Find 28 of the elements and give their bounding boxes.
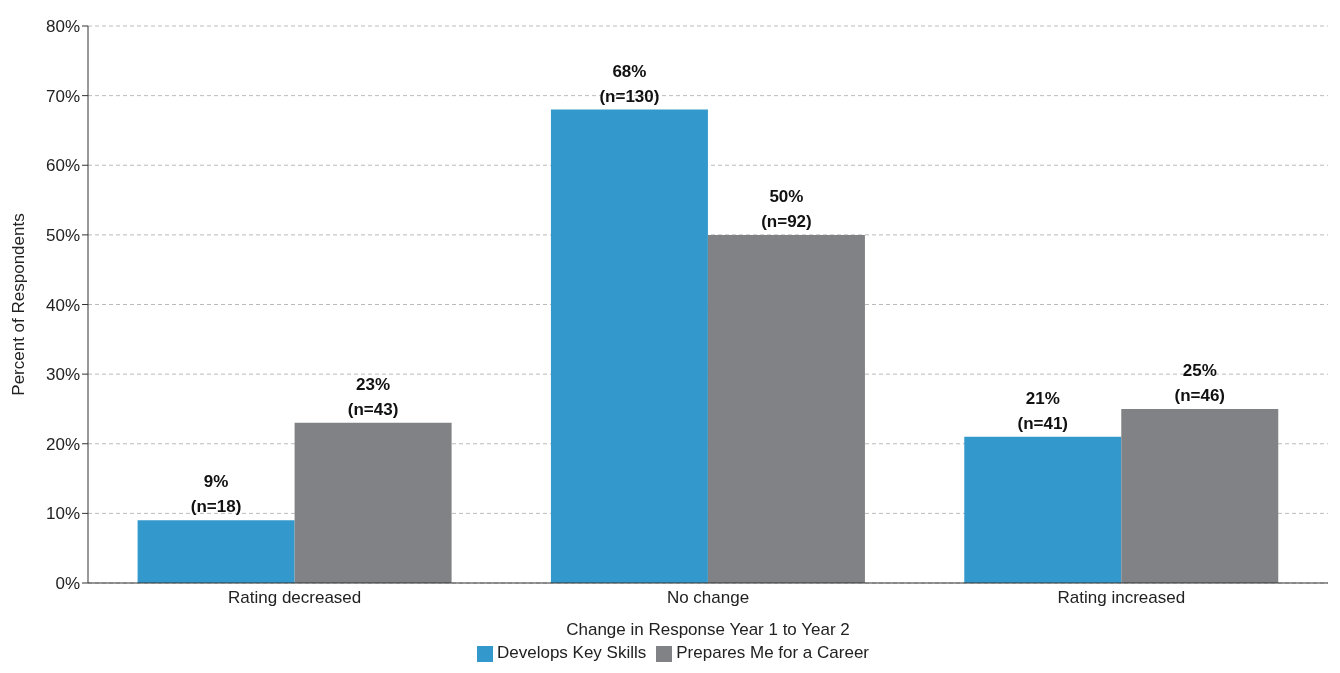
bar [137, 520, 295, 583]
y-tick-label: 0% [55, 574, 80, 594]
bar [1121, 408, 1279, 583]
y-tick-label: 40% [45, 295, 80, 315]
legend-label: Prepares Me for a Career [676, 643, 870, 662]
bar [964, 436, 1122, 583]
y-tick-label: 70% [45, 86, 80, 106]
legend-label: Develops Key Skills [496, 643, 647, 662]
y-tick-label: 20% [45, 434, 80, 454]
bar [707, 234, 865, 583]
data-label: 21% (n=41) [1017, 388, 1069, 433]
data-label: 9% (n=18) [190, 472, 242, 517]
x-tick-label: Rating increased [1057, 588, 1186, 608]
bar [550, 109, 708, 583]
data-label: 25% (n=46) [1174, 360, 1226, 405]
y-tick-label: 60% [45, 156, 80, 176]
y-tick-label: 50% [45, 225, 80, 245]
data-label: 23% (n=43) [347, 374, 399, 419]
y-axis-title: Percent of Respondents [9, 213, 29, 396]
y-tick-label: 10% [45, 504, 80, 524]
data-label: 50% (n=92) [761, 186, 812, 231]
x-tick-label: No change [666, 588, 750, 608]
x-tick-label: Rating decreased [228, 588, 362, 608]
x-axis-title: Change in Response Year 1 to Year 2 [566, 620, 850, 639]
y-tick-label: 30% [45, 365, 80, 385]
bar [294, 422, 452, 583]
data-label: 68% (n=130) [599, 61, 660, 106]
y-tick-label: 80% [45, 17, 80, 37]
